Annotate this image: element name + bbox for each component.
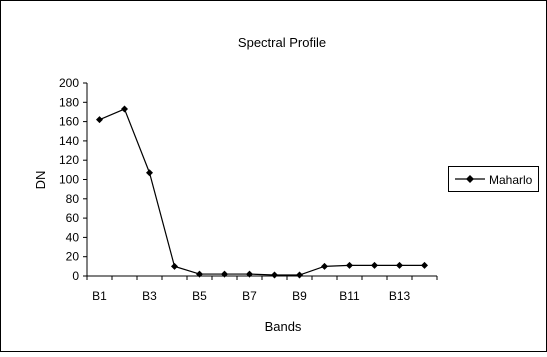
y-axis-label: DN [33,171,48,190]
x-tick-label: B11 [339,289,360,303]
legend-series-marker [466,175,474,183]
chart-title: Spectral Profile [238,35,326,50]
series-line [99,108,425,276]
data-point-marker [196,270,203,278]
y-tick-label: 60 [66,211,80,225]
data-point-marker [146,169,153,177]
data-point-marker [221,270,228,278]
legend-series-label: Maharlo [489,173,533,187]
data-point-marker [96,116,103,124]
y-tick-label: 120 [59,153,79,167]
y-tick-label: 0 [72,269,79,283]
data-point-marker [321,262,328,270]
data-point-marker [296,271,303,279]
y-tick-label: 20 [66,250,80,264]
y-tick-label: 100 [59,173,79,187]
data-point-marker [271,271,278,279]
x-tick-label: B1 [92,289,107,303]
x-tick-label: B3 [142,289,157,303]
data-point-marker [121,105,128,113]
y-axis-ticks: 0 20 40 60 80 100 120 140 160 180 200 [59,76,87,283]
x-tick-label: B7 [242,289,257,303]
data-point-marker [346,261,353,269]
series-layer [96,105,428,279]
y-tick-label: 160 [59,115,79,129]
y-tick-label: 180 [59,95,79,109]
y-tick-label: 200 [59,76,79,90]
legend: Maharlo [448,166,539,192]
data-point-marker [371,261,378,269]
data-point-marker [396,261,403,269]
x-tick-label: B13 [389,289,411,303]
x-axis-ticks: B1 B3 B5 B7 B9 B11 B13 [86,276,438,303]
data-point-marker [421,261,428,269]
y-tick-label: 40 [66,230,80,244]
x-tick-label: B5 [192,289,207,303]
y-tick-label: 140 [59,134,79,148]
x-tick-label: B9 [292,289,307,303]
x-axis-label: Bands [265,319,302,334]
data-point-marker [246,270,253,278]
data-point-marker [171,262,178,270]
y-tick-label: 80 [66,192,80,206]
